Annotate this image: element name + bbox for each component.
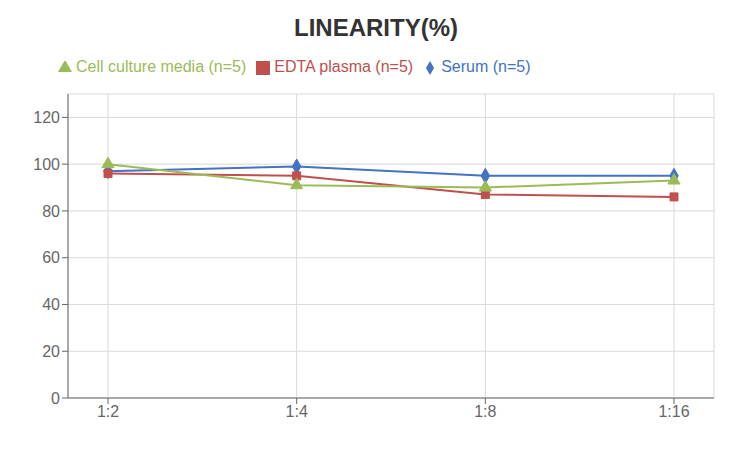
html-text:LINEARITY(%): LINEARITY(%) (294, 14, 458, 41)
svg-text:40: 40 (42, 296, 60, 313)
svg-text:1:4: 1:4 (286, 403, 308, 420)
svg-text:1:8: 1:8 (474, 403, 496, 420)
svg-text:120: 120 (33, 109, 60, 126)
svg-text:100: 100 (33, 156, 60, 173)
svg-text:1:2: 1:2 (97, 403, 119, 420)
svg-text:20: 20 (42, 343, 60, 360)
html-text:EDTA plasma (n=5): EDTA plasma (n=5) (274, 58, 414, 75)
html-text:Cell culture media (n=5): Cell culture media (n=5) (76, 58, 247, 75)
svg-text:60: 60 (42, 249, 60, 266)
svg-text:1:16: 1:16 (658, 403, 689, 420)
svg-text:0: 0 (51, 390, 60, 407)
html-text:Serum (n=5): Serum (n=5) (441, 58, 531, 75)
svg-text:80: 80 (42, 203, 60, 220)
